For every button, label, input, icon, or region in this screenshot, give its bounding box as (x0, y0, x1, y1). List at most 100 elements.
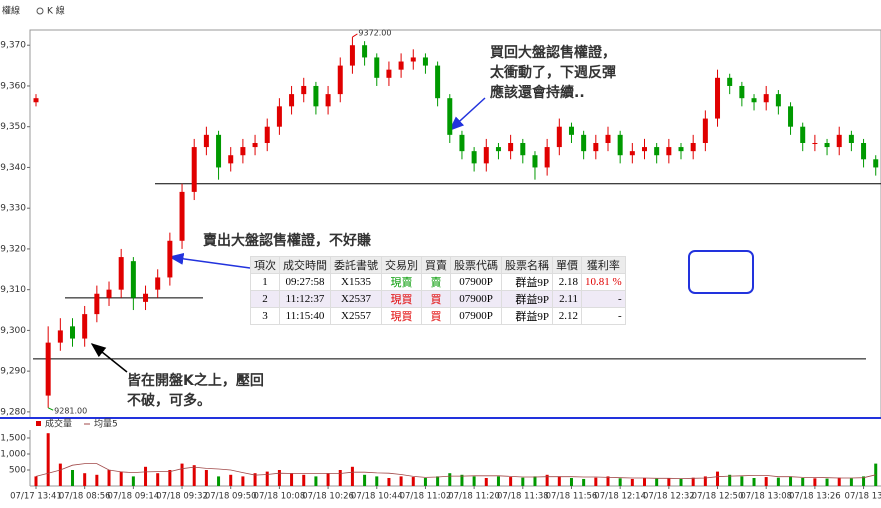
column-header: 單價 (552, 256, 582, 274)
volume-bar (764, 477, 768, 486)
volume-bar (813, 478, 817, 486)
volume-bar (58, 463, 62, 486)
column-header: 獲利率 (581, 256, 626, 274)
candle-body (228, 155, 234, 164)
volume-bar (436, 476, 440, 486)
candle-body (349, 45, 355, 66)
candle-body (642, 147, 647, 152)
annotation: 應該還會持續.. (490, 84, 585, 101)
volume-bar (862, 476, 866, 486)
candle-body (191, 147, 197, 192)
volume-bar (71, 470, 75, 486)
volume-bar (229, 474, 233, 486)
candle-body (788, 106, 794, 127)
candle-body (33, 98, 39, 103)
candle-body (702, 118, 708, 143)
volume-bar (168, 470, 172, 486)
volume-bar (874, 463, 878, 486)
y-tick-label: 9,310 (0, 285, 26, 295)
x-tick-label: 07/18 10:26 (302, 492, 354, 502)
candle-body (167, 240, 173, 278)
volume-bar (752, 478, 756, 486)
table-cell: - (581, 307, 626, 325)
candle-body (763, 94, 769, 103)
arrow (448, 97, 486, 132)
candle-body (301, 85, 307, 95)
volume-bar (290, 473, 294, 486)
column-header: 股票名稱 (501, 256, 553, 274)
extreme-marker (47, 407, 54, 411)
candle-body (313, 85, 319, 107)
volume-bar (460, 474, 464, 486)
y-tick-label: 9,370 (0, 41, 26, 51)
candle-body (398, 61, 404, 70)
volume-bar (776, 477, 780, 486)
volume-bar (411, 477, 415, 486)
volume-bar (569, 478, 573, 486)
candle-body (568, 126, 574, 135)
volume-bar (618, 478, 622, 486)
volume-bar (326, 473, 330, 486)
candle-body (556, 126, 562, 148)
volume-bar (716, 471, 720, 486)
table-cell: X2537 (330, 290, 382, 308)
volume-bar (277, 470, 281, 486)
y-tick-label: 9,290 (0, 367, 26, 377)
volume-bar (119, 471, 123, 486)
candle-body (873, 159, 879, 168)
candle-body (57, 330, 63, 343)
candle-body (362, 45, 368, 58)
candle-body (581, 134, 587, 152)
average-line (35, 463, 876, 480)
candle-body (289, 94, 295, 107)
candle-body (593, 143, 599, 152)
table-cell: 2 (250, 290, 280, 308)
x-tick-label: 07/17 13:41 (10, 492, 62, 502)
candle-body (495, 147, 501, 152)
table-row: 1 09:27:58 X1535 現賣賣 07900P 群益9P 2.18 10.81 % (250, 273, 626, 291)
table-cell: 07900P (450, 290, 502, 308)
volume-bar (789, 476, 793, 486)
table-cell: 買 (421, 307, 451, 325)
candle-body (45, 342, 51, 396)
candle-body (374, 57, 380, 78)
volume-bar (34, 476, 38, 486)
volume-bar (375, 476, 379, 486)
arrow (90, 343, 128, 373)
volume-bar (204, 470, 208, 486)
candle-body (727, 77, 733, 86)
candle-body (824, 143, 830, 148)
candle-body (118, 257, 124, 290)
arrow (168, 252, 251, 269)
candle-body (715, 77, 721, 119)
candle-body (447, 98, 453, 135)
candle-body (508, 143, 514, 152)
header-icon (36, 7, 44, 15)
annotation: 買回大盤認售權證， (490, 44, 616, 61)
x-tick-label: 07/18 13:08 (740, 492, 792, 502)
candle-body (812, 143, 818, 144)
trade-table: 項次 成交時間 委託書號 交易別 買賣 股票代碼 股票名稱 單價 獲利率 1 09:27:58 X15… (250, 256, 626, 325)
volume-bar (545, 474, 549, 486)
y-tick-label: 1,000 (0, 450, 26, 460)
candle-body (216, 134, 222, 168)
candle-body (130, 261, 136, 298)
volume-bar (144, 466, 148, 486)
header-right: K 線 (47, 5, 65, 17)
volume-bar (509, 477, 513, 486)
volume-bar (83, 473, 87, 486)
y-tick-label: 9,280 (0, 407, 26, 417)
annotation: 不破，可多。 (127, 392, 211, 409)
y-tick-label: 9,300 (0, 326, 26, 336)
volume-bar (484, 478, 488, 486)
candle-body (252, 143, 258, 148)
candle-body (386, 69, 392, 78)
extreme-marker (352, 33, 358, 38)
table-cell: 賣 (421, 273, 451, 291)
candle-body (410, 57, 416, 62)
volume-bar (643, 478, 646, 486)
candle-body (532, 155, 538, 168)
column-header: 買賣 (421, 256, 451, 274)
candle-body (617, 134, 623, 156)
table-cell: 買 (421, 290, 451, 308)
